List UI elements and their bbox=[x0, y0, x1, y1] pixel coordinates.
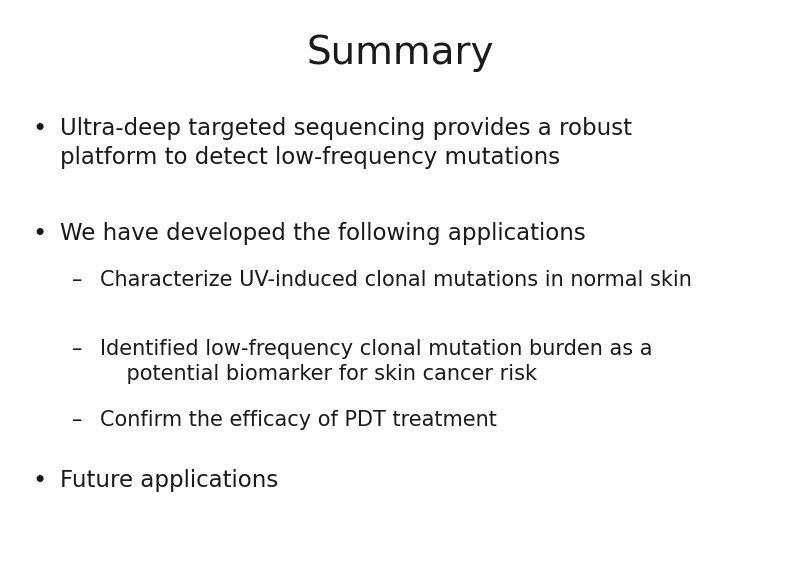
Text: –: – bbox=[72, 410, 82, 430]
Text: •: • bbox=[32, 469, 46, 493]
Text: Future applications: Future applications bbox=[60, 469, 278, 492]
Text: Characterize UV-induced clonal mutations in normal skin: Characterize UV-induced clonal mutations… bbox=[100, 270, 692, 290]
Text: •: • bbox=[32, 222, 46, 246]
Text: We have developed the following applications: We have developed the following applicat… bbox=[60, 222, 586, 245]
Text: Identified low-frequency clonal mutation burden as a
    potential biomarker for: Identified low-frequency clonal mutation… bbox=[100, 339, 653, 384]
Text: –: – bbox=[72, 339, 82, 358]
Text: Confirm the efficacy of PDT treatment: Confirm the efficacy of PDT treatment bbox=[100, 410, 497, 430]
Text: Summary: Summary bbox=[306, 34, 494, 72]
Text: •: • bbox=[32, 117, 46, 141]
Text: –: – bbox=[72, 270, 82, 290]
Text: Ultra-deep targeted sequencing provides a robust
platform to detect low-frequenc: Ultra-deep targeted sequencing provides … bbox=[60, 117, 632, 169]
